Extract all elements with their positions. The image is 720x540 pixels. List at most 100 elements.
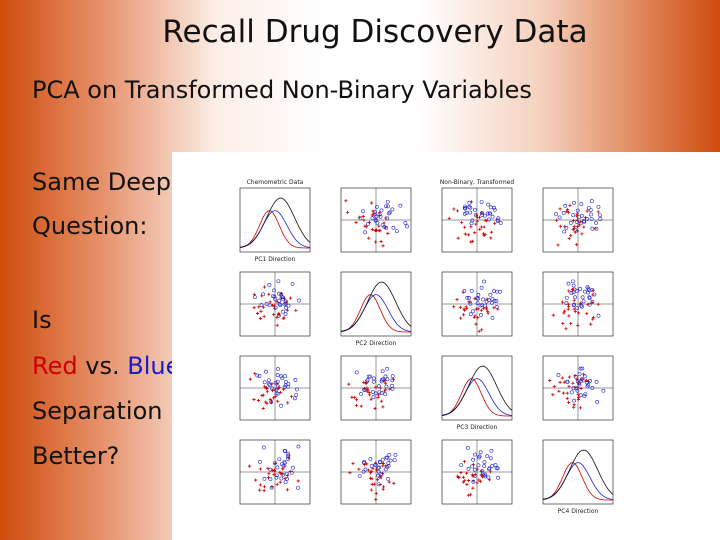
red-point (463, 232, 467, 236)
blue-point (386, 477, 390, 481)
red-point (572, 307, 576, 311)
red-point (567, 210, 571, 215)
blue-point (472, 207, 477, 212)
red-point (371, 209, 375, 213)
blue-point (293, 378, 298, 382)
blue-point (262, 380, 267, 385)
red-point (364, 381, 368, 386)
blue-point (264, 301, 269, 306)
red-point (591, 317, 595, 321)
red-point (378, 211, 382, 215)
blue-point (373, 209, 377, 214)
blue-point (564, 225, 569, 230)
blue-point (485, 211, 490, 216)
blue-point (359, 392, 363, 396)
blue-point (274, 475, 279, 480)
axis-label: PC3 Direction (457, 424, 498, 431)
blue-point (394, 229, 399, 233)
blue-point (475, 301, 480, 306)
blue-point (385, 465, 390, 469)
red-point (466, 493, 470, 497)
red-point (470, 239, 475, 243)
body-line: Better? (32, 442, 120, 470)
blue-point (590, 226, 595, 231)
red-point (558, 207, 562, 211)
red-point (272, 469, 276, 473)
blue-point (492, 207, 497, 212)
red-point (254, 478, 258, 482)
red-point (379, 399, 384, 403)
red-point (458, 305, 463, 309)
red-point (365, 386, 369, 390)
red-point (566, 400, 571, 404)
red-point (275, 315, 279, 319)
blue-point (286, 454, 291, 459)
blue-point (589, 199, 594, 203)
body-line: Same Deep (32, 168, 171, 196)
red-point (272, 312, 276, 317)
red-point (462, 313, 466, 317)
blue-point (483, 303, 488, 308)
red-point (548, 378, 552, 383)
blue-point (480, 211, 484, 215)
blue-point (478, 303, 483, 308)
blue-point (252, 295, 257, 300)
blue-point (583, 374, 587, 379)
red-point (370, 477, 374, 481)
red-point (575, 212, 579, 216)
red-point (569, 321, 573, 326)
blue-point (272, 461, 277, 465)
red-point (381, 485, 386, 489)
blue-point (594, 380, 599, 384)
blue-point (557, 215, 562, 220)
blue-point (379, 391, 384, 395)
red-point (359, 404, 363, 408)
blue-point (577, 372, 582, 377)
red-point (565, 209, 569, 213)
blue-point (272, 294, 277, 299)
red-point (270, 468, 274, 472)
blue-point (585, 285, 590, 290)
red-point (562, 311, 566, 315)
blue-point (468, 312, 473, 317)
blue-point (569, 390, 574, 395)
red-point (377, 224, 381, 228)
red-point (470, 473, 474, 477)
red-point (288, 469, 292, 474)
red-point (560, 300, 565, 304)
red-point (580, 232, 584, 236)
slide-title: Recall Drug Discovery Data (162, 14, 588, 50)
blue-point (286, 451, 290, 456)
blue-point (379, 208, 384, 213)
red-point (275, 482, 279, 487)
blue-point (286, 382, 291, 386)
blue-point (285, 477, 289, 481)
density-curve (441, 378, 512, 417)
blue-point (488, 456, 493, 461)
red-point (483, 232, 487, 237)
blue-point (296, 485, 300, 490)
red-point (479, 473, 483, 477)
blue-point (492, 289, 496, 293)
red-point (375, 478, 380, 482)
red-point (371, 466, 375, 470)
red-point (571, 381, 575, 385)
blue-point (470, 464, 474, 469)
red-point (391, 377, 396, 381)
red-point (574, 242, 579, 247)
blue-point (463, 206, 468, 211)
red-point (465, 482, 469, 487)
red-point (362, 463, 367, 467)
red-point (478, 227, 482, 232)
blue-point (479, 200, 484, 205)
blue-point (594, 220, 598, 225)
density-curve (340, 294, 411, 333)
blue-point (489, 448, 494, 453)
red-point (473, 297, 477, 301)
blue-point (277, 291, 281, 296)
red-point (258, 467, 263, 471)
red-point (363, 224, 367, 228)
blue-point (463, 204, 468, 209)
red-point (368, 471, 373, 475)
blue-point (476, 292, 481, 297)
